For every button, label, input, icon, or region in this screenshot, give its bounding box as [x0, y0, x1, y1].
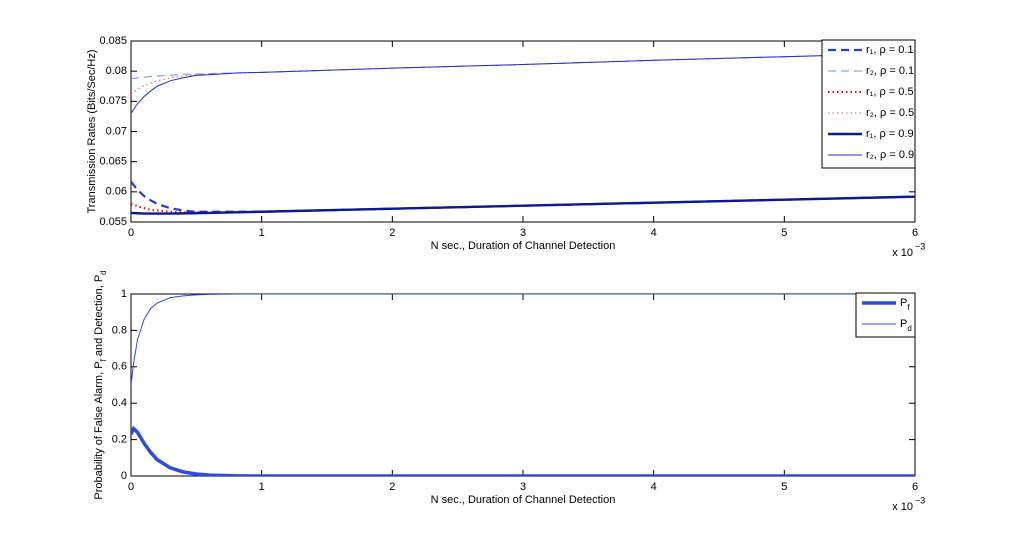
y-tick-label: 0.075: [99, 95, 127, 107]
y-tick-label: 0.2: [112, 434, 127, 446]
x-tick-label: 2: [389, 227, 395, 239]
y-axis-label: Probability of False Alarm, Pf and Detec…: [93, 270, 108, 499]
x-scale-base: x 10: [892, 247, 913, 259]
series-line: [131, 180, 915, 213]
legend-label: r₁, ρ = 0.9: [866, 128, 914, 140]
y-axis-label-part: and Detection, P: [93, 275, 105, 359]
legend-label: Pf: [900, 297, 910, 312]
x-axis-label: N sec., Duration of Channel Detection: [431, 240, 616, 252]
x-scale-base: x 10: [892, 501, 913, 513]
series-line: [131, 425, 915, 476]
y-tick-label: 0.6: [112, 361, 127, 373]
x-axis-label: N sec., Duration of Channel Detection: [431, 494, 616, 506]
y-tick-label: 1: [121, 288, 127, 300]
series-line: [131, 52, 915, 95]
y-tick-label: 0.4: [112, 397, 127, 409]
x-tick-label: 5: [781, 481, 787, 493]
y-tick-label: 0.07: [106, 125, 127, 137]
axes-box: [130, 293, 916, 477]
axes-box: [130, 40, 916, 223]
legend-box: [855, 292, 916, 338]
y-axis-label-part: Transmission Rates (Bits/Sec/Hz): [86, 49, 98, 213]
x-scale-exponent: −3: [915, 241, 925, 251]
legend-label: r₂, ρ = 0.5: [866, 107, 914, 119]
legend-box: [821, 39, 916, 169]
x-scale-exponent: −3: [915, 495, 925, 505]
x-tick-label: 4: [651, 481, 657, 493]
series-line: [131, 52, 915, 114]
legend-label: r₁, ρ = 0.5: [866, 86, 914, 98]
series-line: [131, 52, 915, 80]
y-axis-label-part: f: [99, 358, 108, 361]
x-tick-label: 6: [912, 481, 918, 493]
y-axis-label-part: Probability of False Alarm, P: [93, 361, 105, 499]
x-tick-label: 4: [651, 227, 657, 239]
series-line: [131, 195, 915, 215]
y-tick-label: 0.065: [99, 156, 127, 168]
legend-label: r₁, ρ = 0.1: [866, 44, 914, 56]
subplot: 0 1 2 3 4 5 6 0 0.2 0.4 0.6 0.8 1 N sec., Duration of…: [93, 270, 925, 513]
x-tick-label: 0: [128, 227, 134, 239]
x-tick-label: 3: [520, 227, 526, 239]
x-tick-label: 1: [259, 481, 265, 493]
x-tick-label: 2: [389, 481, 395, 493]
legend-label: Pd: [900, 318, 912, 333]
legend-label: r₂, ρ = 0.1: [866, 65, 914, 77]
x-tick-label: 1: [259, 227, 265, 239]
series-line: [131, 294, 915, 386]
y-tick-label: 0: [121, 470, 127, 482]
x-tick-label: 5: [781, 227, 787, 239]
y-axis-label: Transmission Rates (Bits/Sec/Hz): [86, 49, 98, 213]
y-axis-label-part: d: [99, 270, 108, 274]
x-tick-label: 3: [520, 481, 526, 493]
subplot: 0 1 2 3 4 5 6 0.055 0.06 0.065 0.07 0.075 0.08 0.085 N…: [86, 35, 925, 259]
legend-label: r₂, ρ = 0.9: [866, 149, 914, 161]
y-tick-label: 0.085: [99, 35, 127, 47]
x-tick-label: 6: [912, 227, 918, 239]
y-tick-label: 0.06: [106, 186, 127, 198]
y-tick-label: 0.8: [112, 324, 127, 336]
y-tick-label: 0.055: [99, 216, 127, 228]
y-tick-label: 0.08: [106, 65, 127, 77]
x-tick-label: 0: [128, 481, 134, 493]
